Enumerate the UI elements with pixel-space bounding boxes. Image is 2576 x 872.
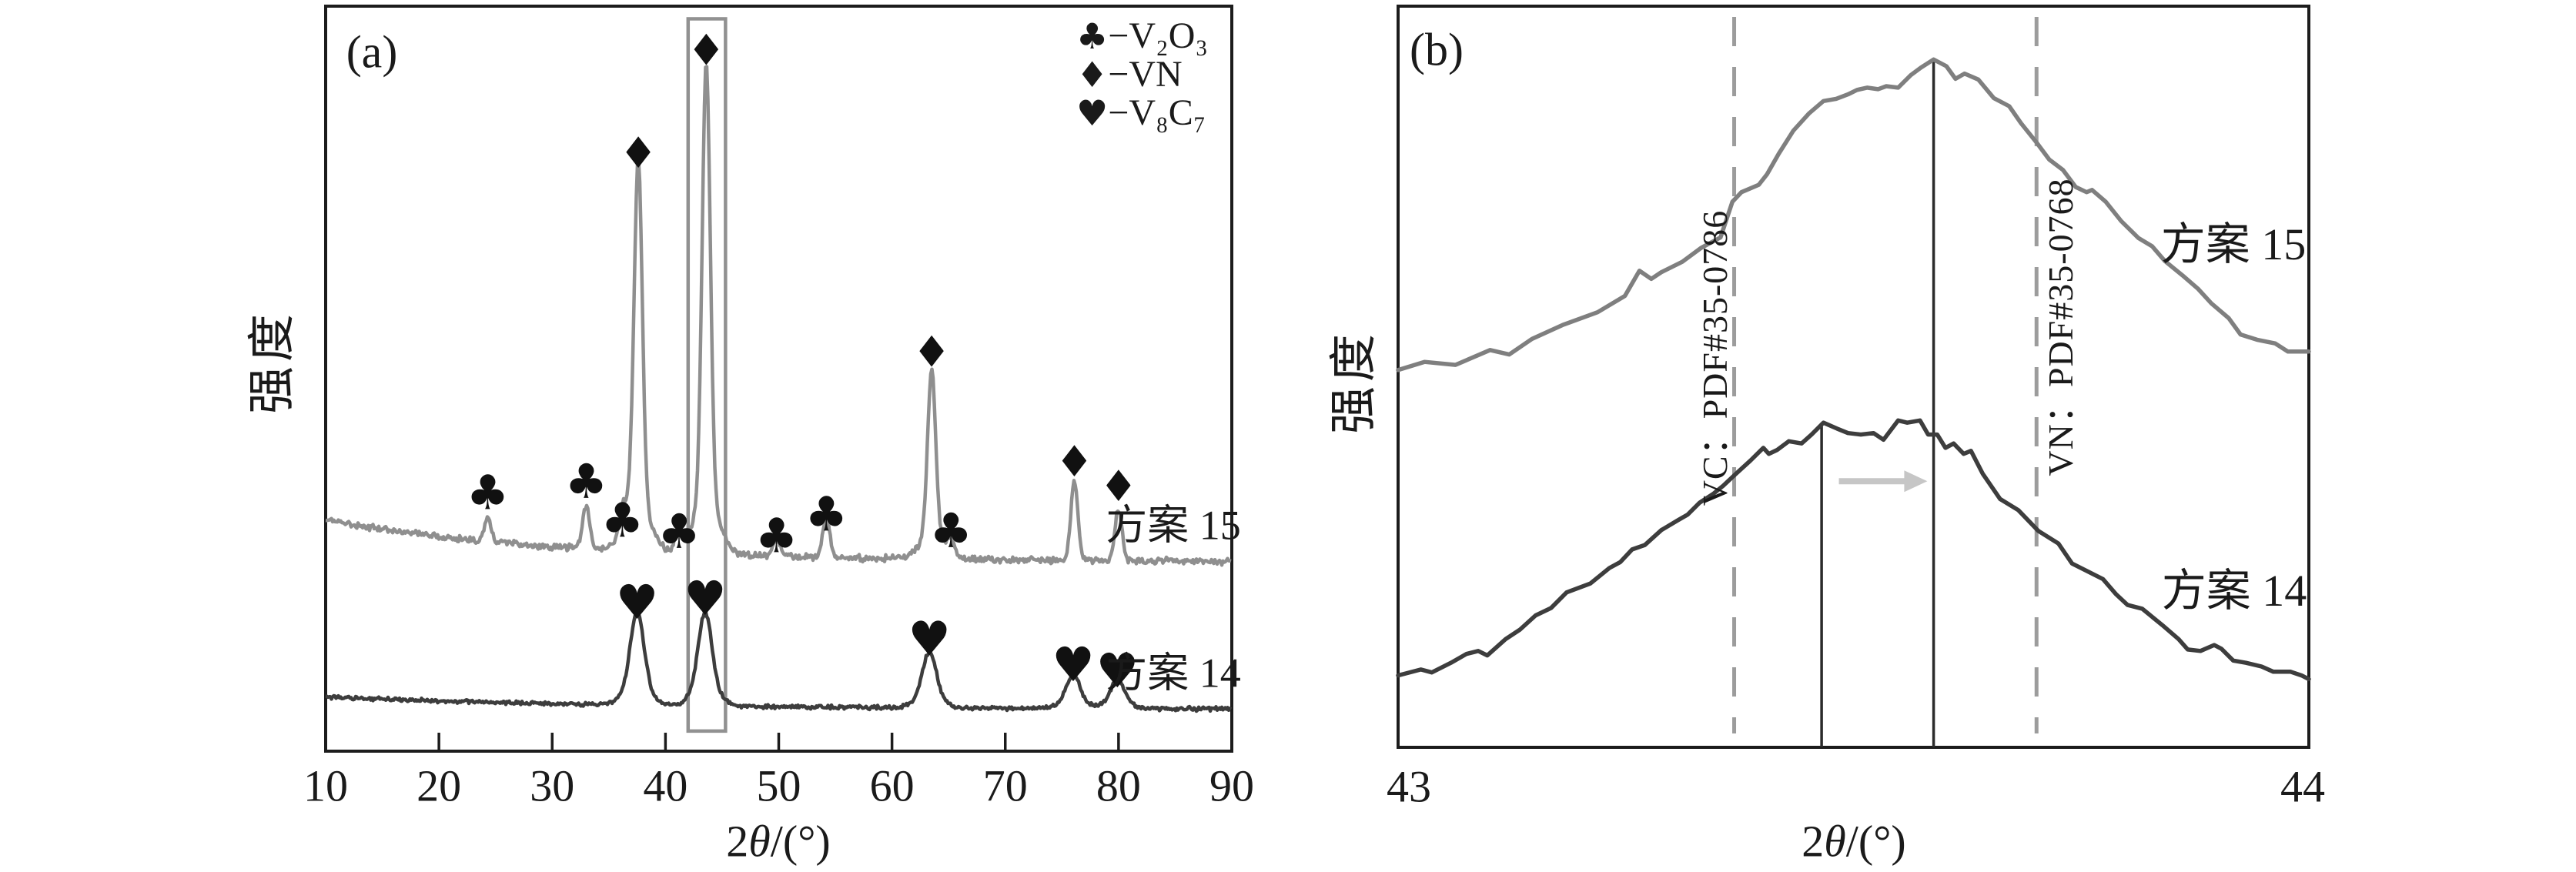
panel-a-tag: (a) xyxy=(346,26,398,78)
panel-a-x-tick-label: 50 xyxy=(756,760,801,811)
peak-marker-club-icon: ♣ xyxy=(467,465,510,521)
panel-a-x-tick-label: 60 xyxy=(869,760,915,811)
legend-item: ♦ −VN xyxy=(1076,55,1208,94)
panel-a-curve-scheme15 xyxy=(325,65,1232,567)
panel-a-x-tick-label: 90 xyxy=(1209,760,1254,811)
shift-arrow-head-icon xyxy=(1904,470,1928,493)
panel-a-curve-scheme14 xyxy=(325,608,1233,713)
xlabel-prefix: 2 xyxy=(1802,816,1825,867)
xlabel-suffix: /(°) xyxy=(1845,816,1906,867)
xlabel-theta: θ xyxy=(748,816,771,867)
panel-a-highlight-box xyxy=(686,17,728,733)
panel-a-x-axis-label: 2θ/(°) xyxy=(726,816,830,867)
legend-item: ♣ −V₂O₃ xyxy=(1076,17,1208,55)
panel-b-curve-scheme15 xyxy=(1396,57,2311,373)
peak-marker-club-icon: ♣ xyxy=(657,503,701,560)
peak-marker-diamond-icon: ♦ xyxy=(619,129,657,179)
panel-b-tick-43: 43 xyxy=(1387,761,1431,812)
panel-b-frame xyxy=(1397,5,2310,749)
panel-b-tag: (b) xyxy=(1410,24,1464,75)
peak-marker-club-icon: ♣ xyxy=(929,503,972,559)
peak-marker-heart-icon: ♥ xyxy=(1052,636,1095,693)
panel-a-x-tick-label: 30 xyxy=(530,760,575,811)
panel-a-series-label-top: 方案 15 xyxy=(1106,502,1241,549)
legend-phase-marker-icon: ♣ xyxy=(1076,15,1109,57)
panel-b-tick-44: 44 xyxy=(2280,761,2325,812)
peak-marker-heart-icon: ♥ xyxy=(1096,643,1139,699)
panel-b-x-axis-label: 2θ/(°) xyxy=(1802,816,1905,867)
panel-b-ref-label-vn: VN：PDF#35-0768 xyxy=(2041,178,2080,476)
legend-item: ♥ −V₈C₇ xyxy=(1076,94,1208,132)
peak-marker-club-icon: ♣ xyxy=(565,453,608,510)
peak-marker-diamond-icon: ♦ xyxy=(1099,462,1138,512)
panel-a-x-tick-label: 10 xyxy=(303,760,348,811)
peak-marker-diamond-icon: ♦ xyxy=(1055,437,1093,487)
xlabel-prefix: 2 xyxy=(726,816,749,867)
panel-a-x-tick-label: 20 xyxy=(417,760,462,811)
panel-b-ref-label-vc: VC：PDF#35-0786 xyxy=(1695,209,1735,506)
legend-phase-marker-icon: ♦ xyxy=(1076,54,1109,95)
panel-a-x-tick-label: 40 xyxy=(643,760,688,811)
peak-marker-club-icon: ♣ xyxy=(805,486,848,543)
panel-a-series-label-bottom: 方案 14 xyxy=(1106,650,1241,697)
xlabel-theta: θ xyxy=(1824,816,1846,867)
peak-marker-club-icon: ♣ xyxy=(755,508,798,564)
legend-phase-marker-icon: ♥ xyxy=(1076,92,1109,134)
panel-b-series-label-bottom: 方案 14 xyxy=(2161,566,2307,616)
panel-b-series-label-top: 方案 15 xyxy=(2160,219,2307,269)
panel-a-x-tick-label: 70 xyxy=(982,760,1028,811)
peak-marker-diamond-icon: ♦ xyxy=(687,26,725,76)
peak-marker-heart-icon: ♥ xyxy=(684,570,727,626)
panel-a-y-axis-label: 强度 xyxy=(246,309,299,415)
panel-b-y-axis-label: 强度 xyxy=(1328,329,1380,435)
panel-b-curve-scheme14 xyxy=(1396,418,2311,682)
panel-a-x-tick-label: 80 xyxy=(1096,760,1141,811)
xlabel-suffix: /(°) xyxy=(770,816,831,867)
legend-phase-label: −V₂O₃ xyxy=(1108,15,1209,56)
peak-marker-heart-icon: ♥ xyxy=(908,610,951,667)
panel-a-legend: ♣ −V₂O₃ ♦ −VN ♥ −V₈C₇ xyxy=(1076,17,1208,132)
legend-phase-label: −VN xyxy=(1108,54,1183,95)
peak-marker-diamond-icon: ♦ xyxy=(912,328,951,378)
legend-phase-label: −V₈C₇ xyxy=(1108,92,1206,133)
peak-marker-club-icon: ♣ xyxy=(601,492,644,548)
peak-marker-heart-icon: ♥ xyxy=(616,574,659,630)
